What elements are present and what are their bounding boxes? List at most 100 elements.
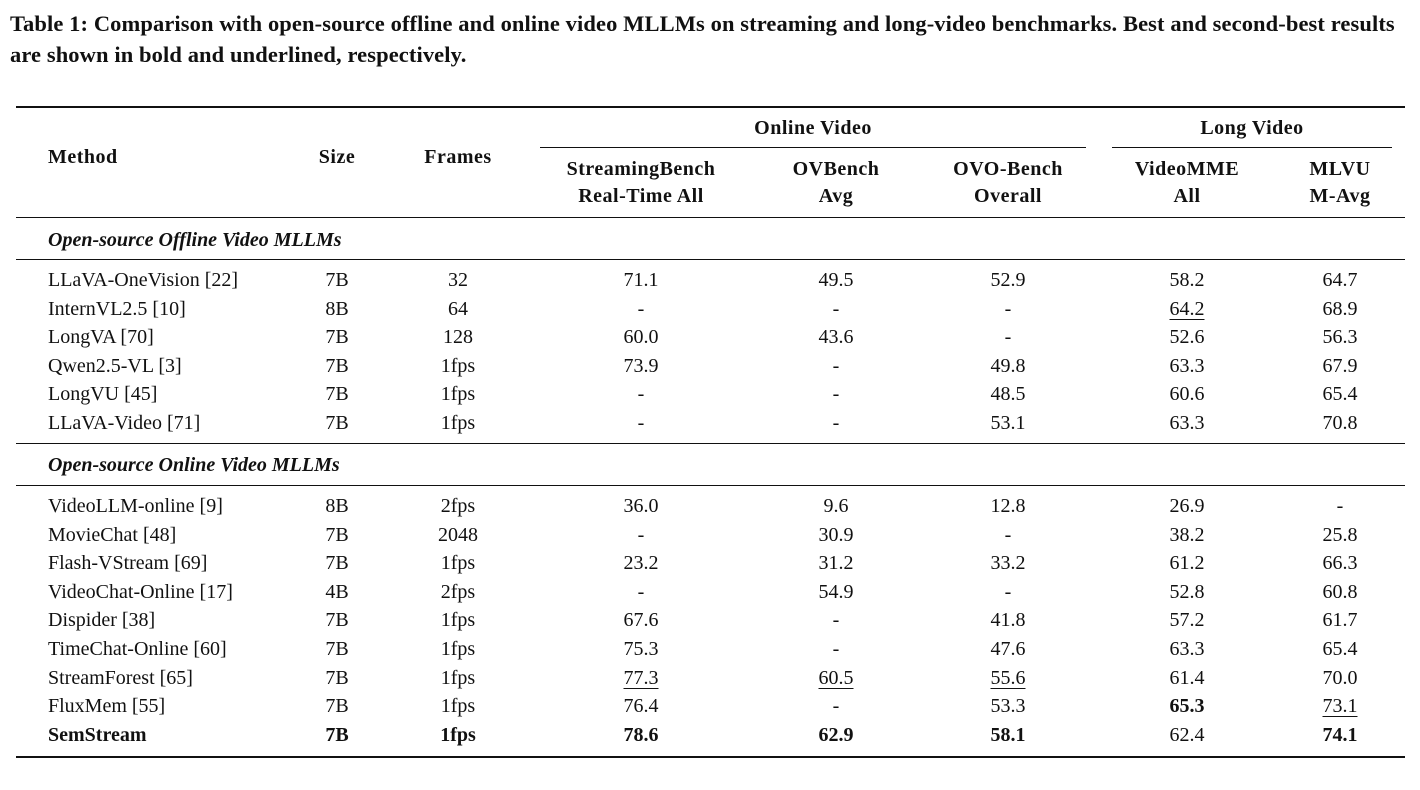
streamingbench-value: 71.1 xyxy=(623,269,659,291)
header-streamingbench-sub: Real-Time All xyxy=(578,185,704,207)
mlvu-value: 25.8 xyxy=(1322,524,1358,546)
frames-value: 2048 xyxy=(438,524,478,546)
ovbench-value: 49.5 xyxy=(818,269,854,291)
videomme-value: 61.4 xyxy=(1169,667,1205,689)
streamingbench-value: - xyxy=(637,412,645,434)
model-size: 8B xyxy=(325,298,349,320)
videomme-value: 52.8 xyxy=(1169,581,1205,603)
method-name: VideoChat-Online [17] xyxy=(48,581,233,603)
mlvu-value: 67.9 xyxy=(1322,355,1358,377)
method-name: Flash-VStream [69] xyxy=(48,552,208,574)
videomme-value: 38.2 xyxy=(1169,524,1205,546)
ovo-bench-value: 47.6 xyxy=(990,638,1026,660)
videomme-value: 65.3 xyxy=(1169,695,1205,717)
mlvu-value: 68.9 xyxy=(1322,298,1358,320)
ovbench-value: 60.5 xyxy=(818,667,854,689)
streamingbench-value: 76.4 xyxy=(623,695,659,717)
model-size: 7B xyxy=(325,724,349,746)
frames-value: 1fps xyxy=(440,383,476,405)
ovo-bench-value: - xyxy=(1004,298,1012,320)
videomme-value: 64.2 xyxy=(1169,298,1205,320)
mlvu-value: 66.3 xyxy=(1322,552,1358,574)
method-name: SemStream xyxy=(48,724,147,746)
mlvu-value: 60.8 xyxy=(1322,581,1358,603)
header-ovbench: OVBench xyxy=(792,158,880,180)
header-size: Size xyxy=(318,146,356,168)
streamingbench-value: 78.6 xyxy=(623,724,659,746)
frames-value: 1fps xyxy=(440,724,476,746)
model-size: 7B xyxy=(325,269,349,291)
header-ovo-bench: OVO-Bench xyxy=(953,158,1063,180)
streamingbench-value: 73.9 xyxy=(623,355,659,377)
frames-value: 1fps xyxy=(440,638,476,660)
online-group-rule xyxy=(540,147,1086,148)
frames-value: 32 xyxy=(448,269,468,291)
model-size: 4B xyxy=(325,581,349,603)
ovbench-value: 62.9 xyxy=(818,724,854,746)
mlvu-value: 70.0 xyxy=(1322,667,1358,689)
ovbench-value: - xyxy=(832,695,840,717)
model-size: 7B xyxy=(325,552,349,574)
method-name: FluxMem [55] xyxy=(48,695,166,717)
mlvu-value: 73.1 xyxy=(1322,695,1358,717)
model-size: 7B xyxy=(325,667,349,689)
online-section-rule xyxy=(16,485,1405,486)
streamingbench-value: 36.0 xyxy=(623,495,659,517)
model-size: 7B xyxy=(325,524,349,546)
method-name: StreamForest [65] xyxy=(48,667,193,689)
header-videomme-sub: All xyxy=(1173,185,1201,207)
offline-section-rule xyxy=(16,259,1405,260)
streamingbench-value: 67.6 xyxy=(623,609,659,631)
bottom-rule xyxy=(16,756,1405,758)
ovbench-value: - xyxy=(832,638,840,660)
streamingbench-value: 75.3 xyxy=(623,638,659,660)
streamingbench-value: - xyxy=(637,524,645,546)
ovbench-value: 9.6 xyxy=(823,495,849,517)
ovo-bench-value: 52.9 xyxy=(990,269,1026,291)
videomme-value: 63.3 xyxy=(1169,355,1205,377)
method-name: LongVA [70] xyxy=(48,326,154,348)
method-name: InternVL2.5 [10] xyxy=(48,298,186,320)
ovbench-value: - xyxy=(832,298,840,320)
videomme-value: 60.6 xyxy=(1169,383,1205,405)
ovo-bench-value: 33.2 xyxy=(990,552,1026,574)
frames-value: 2fps xyxy=(440,495,476,517)
ovbench-value: 30.9 xyxy=(818,524,854,546)
online-section-top-rule xyxy=(16,443,1405,444)
method-name: LLaVA-OneVision [22] xyxy=(48,269,239,291)
method-name: Dispider [38] xyxy=(48,609,156,631)
ovo-bench-value: - xyxy=(1004,524,1012,546)
frames-value: 1fps xyxy=(440,412,476,434)
method-name: LLaVA-Video [71] xyxy=(48,412,201,434)
ovbench-value: 43.6 xyxy=(818,326,854,348)
header-streamingbench: StreamingBench xyxy=(566,158,716,180)
model-size: 8B xyxy=(325,495,349,517)
streamingbench-value: 77.3 xyxy=(623,667,659,689)
videomme-value: 63.3 xyxy=(1169,412,1205,434)
ovo-bench-value: 58.1 xyxy=(990,724,1026,746)
ovbench-value: - xyxy=(832,383,840,405)
mlvu-value: 64.7 xyxy=(1322,269,1358,291)
section-title: Open-source Online Video MLLMs xyxy=(48,454,340,476)
mlvu-value: 65.4 xyxy=(1322,638,1358,660)
mlvu-value: - xyxy=(1336,495,1344,517)
ovbench-value: - xyxy=(832,355,840,377)
method-name: VideoLLM-online [9] xyxy=(48,495,223,517)
top-rule xyxy=(16,106,1405,108)
ovo-bench-value: 12.8 xyxy=(990,495,1026,517)
ovbench-value: 54.9 xyxy=(818,581,854,603)
model-size: 7B xyxy=(325,695,349,717)
mlvu-value: 65.4 xyxy=(1322,383,1358,405)
method-name: Qwen2.5-VL [3] xyxy=(48,355,182,377)
frames-value: 1fps xyxy=(440,695,476,717)
header-online-video: Online Video xyxy=(754,117,872,139)
model-size: 7B xyxy=(325,383,349,405)
header-ovo-bench-sub: Overall xyxy=(974,185,1042,207)
streamingbench-value: - xyxy=(637,298,645,320)
header-ovbench-sub: Avg xyxy=(818,185,854,207)
ovo-bench-value: 55.6 xyxy=(990,667,1026,689)
frames-value: 128 xyxy=(443,326,473,348)
method-name: LongVU [45] xyxy=(48,383,158,405)
ovo-bench-value: 41.8 xyxy=(990,609,1026,631)
method-name: TimeChat-Online [60] xyxy=(48,638,227,660)
